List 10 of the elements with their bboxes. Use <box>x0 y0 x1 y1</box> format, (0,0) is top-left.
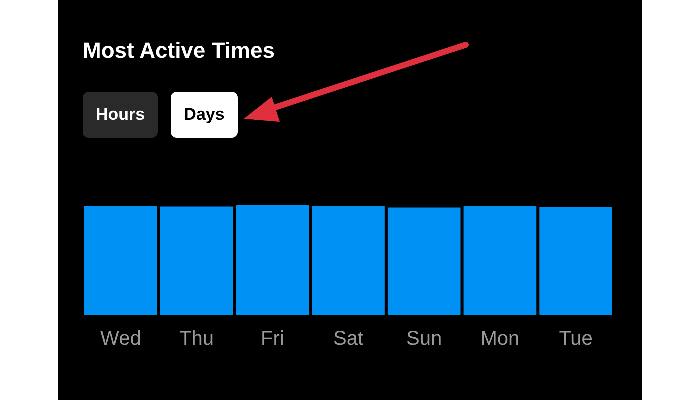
x-tick-label: Wed <box>100 328 142 350</box>
x-tick-label: Thu <box>180 328 214 350</box>
x-tick-label: Sat <box>333 328 364 350</box>
x-tick-label: Mon <box>480 328 520 350</box>
x-tick-label: Fri <box>260 328 284 350</box>
chart-title: Most Active Times <box>83 38 275 64</box>
text: Days <box>171 92 238 138</box>
text: Hours <box>83 92 158 138</box>
x-tick-label: Sun <box>406 328 442 350</box>
x-tick-label: Tue <box>559 328 593 350</box>
